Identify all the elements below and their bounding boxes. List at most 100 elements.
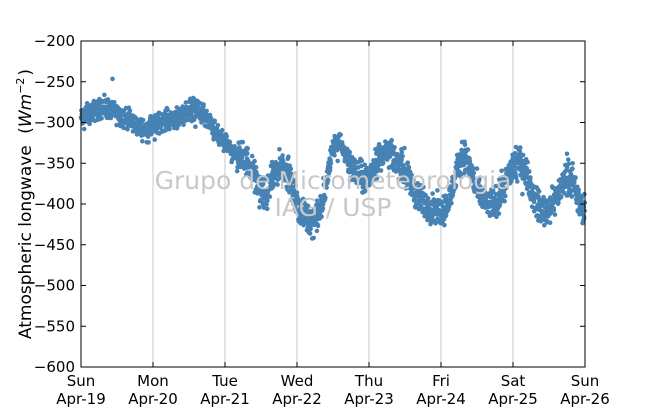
data-point [494, 214, 499, 220]
y-tick-label: −250 [34, 73, 75, 91]
data-point [566, 157, 571, 162]
data-point [399, 149, 405, 155]
data-point [288, 166, 294, 172]
data-point [191, 96, 197, 101]
data-point [411, 177, 416, 183]
data-point [503, 193, 508, 199]
data-point [442, 222, 447, 228]
data-point [240, 139, 246, 145]
x-tick-label-day: Mon [137, 372, 169, 390]
data-point [570, 166, 575, 171]
data-point [110, 76, 115, 82]
data-point [245, 151, 250, 156]
data-point [536, 189, 542, 194]
x-tick-label-day: Sat [501, 372, 526, 390]
data-point [267, 194, 273, 200]
watermark-line-2: IAG / USP [275, 193, 392, 222]
data-point [552, 212, 558, 217]
data-point [294, 190, 300, 195]
data-point [548, 210, 554, 216]
data-point [359, 158, 365, 164]
data-point [181, 122, 186, 128]
data-point [338, 132, 344, 138]
y-tick-label: −350 [34, 154, 75, 172]
data-point [347, 149, 353, 155]
data-point [167, 126, 172, 132]
data-point [264, 201, 269, 207]
data-point [435, 216, 440, 222]
data-point [307, 231, 313, 236]
data-point [376, 142, 382, 147]
data-point [525, 159, 530, 165]
data-point [449, 200, 454, 206]
data-point [443, 213, 449, 218]
data-point [335, 158, 341, 164]
data-point [281, 158, 286, 164]
data-point [114, 122, 119, 128]
data-point [319, 214, 324, 219]
data-point [493, 183, 499, 189]
data-point [503, 186, 509, 191]
data-point [325, 177, 331, 183]
data-point [277, 147, 282, 152]
x-tick-label-date: Apr-23 [344, 390, 394, 408]
x-tick-label-day: Wed [281, 372, 314, 390]
data-point [212, 118, 217, 124]
data-point [527, 169, 532, 174]
watermark: Grupo de Micrometeorologia IAG / USP [155, 166, 512, 222]
x-tick-label-date: Apr-22 [272, 390, 322, 408]
x-axis: SunApr-19MonApr-20TueApr-21WedApr-22ThuA… [56, 41, 610, 408]
data-point [215, 123, 221, 128]
data-point [513, 175, 519, 181]
data-point [423, 192, 428, 198]
data-point [127, 108, 133, 113]
x-tick-label-date: Apr-26 [560, 390, 610, 408]
data-point [193, 124, 198, 129]
data-point [421, 184, 426, 190]
data-point [245, 146, 250, 151]
data-point [474, 166, 480, 171]
data-point [518, 145, 523, 150]
x-tick-label-date: Apr-25 [488, 390, 538, 408]
data-point [566, 161, 571, 167]
data-point [335, 146, 340, 151]
data-point [265, 198, 270, 203]
data-point [324, 185, 329, 190]
data-point [499, 168, 504, 174]
data-point [201, 102, 206, 107]
data-point [140, 138, 145, 144]
data-point [323, 195, 328, 200]
data-point [328, 161, 334, 166]
data-point [378, 168, 384, 173]
y-tick-label: −400 [34, 195, 75, 213]
data-point [501, 189, 507, 195]
data-point [430, 212, 436, 218]
data-point [253, 165, 259, 170]
data-point [81, 126, 87, 132]
data-point [200, 107, 206, 113]
watermark-line-1: Grupo de Micrometeorologia [155, 166, 512, 195]
data-point [462, 142, 468, 148]
x-tick-label-day: Tue [211, 372, 238, 390]
data-point [234, 168, 240, 174]
data-point [392, 145, 397, 150]
x-tick-label-date: Apr-21 [200, 390, 250, 408]
data-point [582, 191, 587, 197]
data-point [311, 235, 317, 241]
y-axis-label-unit-exponent: −2 [14, 78, 27, 94]
data-point [497, 177, 502, 182]
data-point [531, 199, 537, 204]
data-point [396, 153, 402, 159]
data-point [239, 155, 245, 161]
data-point [551, 207, 557, 213]
data-point [300, 196, 306, 202]
x-tick-label-day: Fri [432, 372, 450, 390]
data-point [327, 165, 333, 170]
data-point [430, 191, 435, 196]
x-tick-label-date: Apr-19 [56, 390, 106, 408]
data-point [291, 179, 297, 184]
data-point [320, 206, 326, 211]
y-axis-label-unit-base: Wm [16, 94, 36, 127]
data-point [406, 164, 412, 170]
